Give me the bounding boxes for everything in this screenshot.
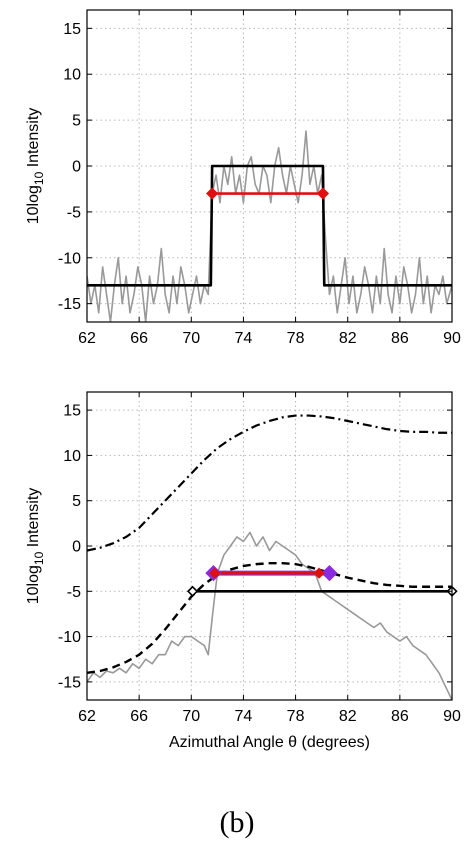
series-measured bbox=[87, 531, 452, 700]
x-tick-label: 82 bbox=[339, 708, 357, 725]
x-tick-label: 78 bbox=[287, 330, 305, 347]
x-tick-label: 66 bbox=[130, 330, 148, 347]
x-tick-label: 78 bbox=[287, 708, 305, 725]
y-axis-label: 10log10 Intensity bbox=[25, 108, 46, 225]
y-tick-label: 5 bbox=[72, 493, 81, 510]
series-dashed bbox=[87, 562, 452, 675]
x-tick-label: 70 bbox=[182, 330, 200, 347]
x-tick-label: 70 bbox=[182, 708, 200, 725]
y-axis-label-main: 10log bbox=[25, 565, 42, 604]
series-width_red-marker bbox=[209, 567, 221, 579]
y-axis-label-rest: Intensity bbox=[25, 488, 42, 552]
y-tick-label: -10 bbox=[58, 250, 81, 267]
y-axis-label-subscript: 10 bbox=[32, 551, 46, 565]
y-tick-label: -15 bbox=[58, 296, 81, 313]
y-tick-label: -5 bbox=[67, 204, 81, 221]
y-axis-label-main: 10log bbox=[25, 185, 42, 224]
plot-area bbox=[87, 414, 452, 700]
y-tick-label: 5 bbox=[72, 113, 81, 130]
series-width_purple-marker bbox=[321, 565, 338, 582]
panel-label: (b) bbox=[219, 806, 255, 839]
x-tick-label: 62 bbox=[78, 330, 96, 347]
series-width_red-marker bbox=[313, 567, 325, 579]
x-tick-label: 82 bbox=[339, 330, 357, 347]
y-tick-label: 15 bbox=[63, 403, 81, 420]
x-tick-label: 86 bbox=[391, 708, 409, 725]
series-measured bbox=[87, 130, 452, 322]
x-tick-label: 90 bbox=[443, 708, 461, 725]
x-tick-label: 74 bbox=[235, 330, 253, 347]
x-axis-label: Azimuthal Angle θ (degrees) bbox=[169, 734, 370, 751]
series-width_black-marker bbox=[186, 585, 199, 597]
series-model bbox=[87, 164, 452, 287]
y-tick-label: 10 bbox=[63, 448, 81, 465]
x-tick-label: 86 bbox=[391, 330, 409, 347]
x-tick-label: 66 bbox=[130, 708, 148, 725]
y-tick-label: -15 bbox=[58, 674, 81, 691]
x-tick-label: 74 bbox=[235, 708, 253, 725]
x-tick-label: 90 bbox=[443, 330, 461, 347]
series-width-marker bbox=[316, 187, 330, 200]
y-axis-label-rest: Intensity bbox=[25, 108, 42, 172]
y-tick-label: 0 bbox=[72, 539, 81, 556]
y-axis-label-subscript: 10 bbox=[32, 171, 46, 185]
y-tick-label: -5 bbox=[67, 584, 81, 601]
plot-area bbox=[87, 130, 452, 322]
series-width-marker bbox=[206, 187, 219, 200]
y-tick-label: 0 bbox=[72, 159, 81, 176]
series-dashdot bbox=[87, 414, 452, 552]
y-tick-label: 15 bbox=[63, 21, 81, 38]
y-tick-label: -10 bbox=[58, 629, 81, 646]
x-tick-label: 62 bbox=[78, 708, 96, 725]
y-tick-label: 10 bbox=[63, 67, 81, 84]
y-axis-label: 10log10 Intensity bbox=[25, 488, 46, 605]
